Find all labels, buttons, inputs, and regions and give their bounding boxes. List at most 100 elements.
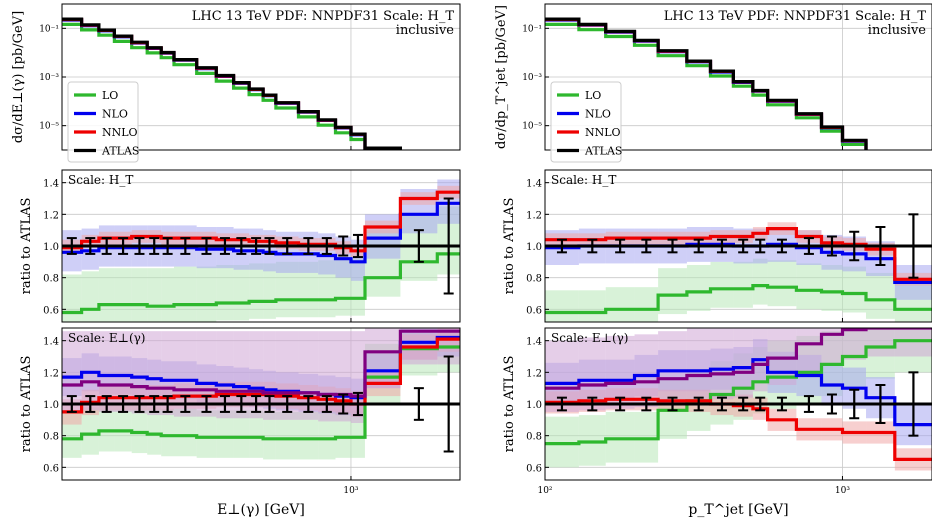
band-LO (216, 265, 234, 321)
y-tick-label: 1.0 (526, 400, 542, 411)
ratio_ht-annotation: Scale: H_T (551, 173, 616, 187)
band-scale (147, 331, 162, 416)
y-tick-label: 10⁻⁵ (522, 122, 542, 132)
band-LO (275, 261, 299, 318)
band-scale (263, 331, 276, 420)
band-scale (161, 331, 175, 416)
band-scale (634, 334, 659, 408)
band-LO (275, 411, 299, 460)
ratio_et-panel: 0.6 0.8 1.0 1.2 1.4 ratio to ATLAS Scale: E⊥(γ… (19, 327, 461, 481)
band-LO (161, 408, 175, 457)
band-scale (98, 331, 115, 412)
x-tick-label: 10² (537, 486, 552, 496)
top-panel: 10⁻¹ 10⁻³ 10⁻⁵ dσ/dE⊥(γ) [pb/GeV] LHC 13 TeV… (11, 3, 461, 163)
y-axis-label: ratio to ATLAS (502, 198, 517, 295)
band-LO (114, 404, 132, 452)
x-axis-label: p_T^jet [GeV] (688, 502, 788, 518)
top-annotation-line2: inclusive (396, 23, 455, 38)
band-LO (249, 263, 264, 319)
x-axis-label: E⊥(γ) [GeV] (217, 502, 305, 518)
band-LO (335, 410, 351, 458)
band-LO (605, 287, 635, 322)
band-LO (752, 258, 768, 305)
top-annotation-line1: LHC 13 TeV PDF: NNPDF31 Scale: H_T (664, 9, 927, 24)
band-scale (796, 328, 822, 373)
ratio_et-plot-area (62, 328, 460, 480)
y-tick-label: 1.2 (526, 368, 542, 379)
legend-label-NLO: NLO (585, 108, 611, 121)
series-line-LO (62, 22, 367, 150)
right-figure: 10⁻¹ 10⁻³ 10⁻⁵ dσ/dp_T^jet [pb/GeV] LHC 13 T… (494, 3, 932, 518)
y-tick-label: 1.4 (43, 179, 59, 190)
y-tick-label: 0.6 (43, 305, 59, 316)
x-tick-label: 10³ (343, 486, 358, 496)
band-LO (710, 261, 734, 308)
band-LO (98, 404, 115, 452)
left-figure: 10⁻¹ 10⁻³ 10⁻⁵ dσ/dE⊥(γ) [pb/GeV] LHC 13 TeV… (11, 3, 461, 518)
legend-label-NLO: NLO (102, 108, 128, 121)
ratio_ht-panel: 0.6 0.8 1.0 1.2 1.4 ratio to ATLAS Scale: H_T (19, 169, 461, 323)
band-LO (545, 290, 579, 322)
band-LO (196, 266, 217, 322)
band-LO (98, 268, 115, 322)
band-LO (114, 268, 132, 322)
band-scale (335, 331, 351, 422)
ratio_et-annotation: Scale: E⊥(γ) (551, 331, 628, 345)
band-LO (131, 405, 148, 454)
y-tick-label: 10⁻¹ (522, 24, 542, 34)
band-scale (350, 331, 365, 423)
top-annotation-line2: inclusive (868, 23, 927, 38)
band-LO (634, 287, 659, 322)
band-scale (364, 328, 401, 389)
legend: LO NLO NNLO ATLAS (67, 81, 139, 163)
band-LO (81, 271, 99, 322)
y-tick-label: 1.2 (43, 210, 59, 221)
band-LO (147, 407, 162, 455)
band-scale (842, 328, 867, 360)
y-axis-label: ratio to ATLAS (502, 356, 517, 453)
y-tick-label: 0.8 (43, 432, 59, 443)
ratio_et-plot-area (545, 328, 932, 480)
legend-label-NNLO: NNLO (102, 126, 138, 139)
band-LO (263, 411, 276, 460)
band-LO (298, 411, 319, 460)
y-tick-label: 1.2 (526, 210, 542, 221)
series-line-LO (545, 284, 932, 315)
band-LO (263, 263, 276, 319)
band-LO (318, 411, 336, 460)
ratio_ht-plot-area (545, 170, 932, 322)
series-line-LO (62, 252, 460, 315)
band-scale (658, 331, 687, 404)
ratio_ht-panel: 0.6 0.8 1.0 1.2 1.4 ratio to ATLAS Scale: H_T (502, 169, 932, 323)
band-scale (605, 335, 635, 409)
legend-label-LO: LO (585, 89, 601, 102)
y-axis-label: ratio to ATLAS (19, 356, 34, 453)
y-axis-label: ratio to ATLAS (19, 198, 34, 295)
band-scale (866, 328, 895, 357)
y-tick-label: 1.0 (43, 242, 59, 253)
y-tick-label: 0.6 (43, 463, 59, 474)
band-LO (866, 272, 895, 319)
band-scale (821, 328, 843, 365)
band-LO (686, 265, 711, 311)
legend-label-NNLO: NNLO (585, 126, 621, 139)
y-tick-label: 1.4 (43, 337, 59, 348)
y-axis-label: dσ/dp_T^jet [pb/GeV] (494, 5, 509, 149)
band-LO (81, 407, 99, 455)
series-line-ATLAS (62, 17, 402, 150)
band-LO (767, 260, 797, 307)
band-scale (131, 331, 148, 414)
band-LO (842, 266, 867, 313)
y-axis-label: dσ/dE⊥(γ) [pb/GeV] (11, 11, 26, 143)
ratio_ht-annotation: Scale: H_T (68, 173, 133, 187)
band-LO (233, 410, 250, 458)
band-scale (733, 328, 753, 398)
series-line-scale (62, 329, 460, 398)
band-LO (658, 268, 687, 315)
y-tick-label: 1.4 (526, 337, 542, 348)
series-line-ATLAS (545, 17, 868, 150)
band-LO (733, 261, 753, 308)
y-tick-label: 10⁻⁵ (39, 122, 59, 132)
y-tick-label: 10⁻¹ (39, 24, 59, 34)
band-LO (147, 268, 162, 322)
